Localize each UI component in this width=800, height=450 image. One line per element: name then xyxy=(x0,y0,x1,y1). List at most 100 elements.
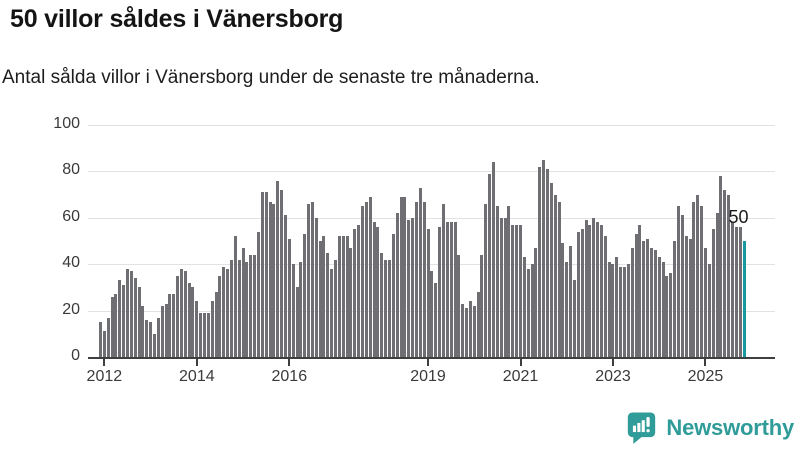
bar xyxy=(241,247,245,357)
bar xyxy=(688,238,692,357)
bar xyxy=(495,206,499,357)
bar xyxy=(650,247,654,357)
bar xyxy=(179,268,183,357)
bar xyxy=(738,227,742,357)
bar xyxy=(484,203,488,357)
bar xyxy=(623,266,627,357)
bar xyxy=(299,261,303,357)
bar xyxy=(638,224,642,357)
bar xyxy=(646,238,650,357)
bar xyxy=(503,217,507,357)
bar xyxy=(129,271,133,357)
bar xyxy=(384,259,388,357)
bar xyxy=(187,282,191,357)
latest-value-label: 50 xyxy=(728,207,749,227)
bar xyxy=(707,264,711,357)
y-axis-tick-label: 60 xyxy=(62,207,80,225)
bar xyxy=(634,234,638,357)
bar xyxy=(307,203,311,357)
bar xyxy=(233,236,237,357)
bar xyxy=(341,236,345,357)
bar xyxy=(322,236,326,357)
x-axis-tick-label: 2012 xyxy=(86,368,123,385)
x-axis-tick-label: 2016 xyxy=(271,368,308,385)
bar xyxy=(626,264,630,357)
bar xyxy=(391,234,395,357)
bar xyxy=(172,294,176,357)
bar xyxy=(434,282,438,357)
bar xyxy=(407,220,411,357)
bar xyxy=(160,305,164,357)
bar xyxy=(468,301,472,357)
bar xyxy=(168,294,172,357)
bar xyxy=(137,287,141,357)
gridline xyxy=(88,125,775,126)
bar xyxy=(488,173,492,357)
bar xyxy=(565,261,569,357)
bar xyxy=(599,224,603,357)
bar xyxy=(584,220,588,357)
bar xyxy=(511,224,515,357)
bar xyxy=(480,254,484,357)
bar xyxy=(657,257,661,357)
bar xyxy=(411,217,415,357)
bar xyxy=(461,303,465,357)
y-axis-tick-label: 0 xyxy=(71,347,80,364)
bar xyxy=(191,287,195,357)
x-axis-tick-label: 2014 xyxy=(179,368,215,385)
bar xyxy=(414,201,418,357)
bar xyxy=(680,215,684,357)
bar xyxy=(253,254,257,357)
bar xyxy=(465,308,469,357)
bar xyxy=(214,292,218,357)
x-axis-tick xyxy=(195,359,198,366)
x-axis-tick xyxy=(611,359,614,366)
y-axis-tick-label: 20 xyxy=(62,300,80,318)
bar xyxy=(715,213,719,357)
bar xyxy=(719,176,723,357)
bar xyxy=(522,257,526,357)
bar xyxy=(106,317,110,357)
bar xyxy=(330,268,334,357)
bar xyxy=(669,273,673,357)
bar xyxy=(403,196,407,357)
bar xyxy=(372,222,376,357)
bar xyxy=(314,217,318,357)
bar xyxy=(164,303,168,357)
bar xyxy=(696,194,700,357)
bar xyxy=(210,301,214,357)
bar xyxy=(418,187,422,357)
bar xyxy=(156,317,160,357)
bar xyxy=(538,166,542,357)
bar xyxy=(723,189,727,357)
bar xyxy=(303,234,307,357)
bar xyxy=(684,236,688,357)
bar xyxy=(615,257,619,357)
bar xyxy=(349,247,353,357)
newsworthy-logo: Newsworthy xyxy=(626,411,794,444)
bar xyxy=(576,231,580,357)
chart-subtitle: Antal sålda villor i Vänersborg under de… xyxy=(2,67,540,88)
bar xyxy=(572,280,576,357)
bar xyxy=(588,224,592,357)
x-axis-tick-label: 2025 xyxy=(687,368,724,385)
page-title: 50 villor såldes i Vänersborg xyxy=(10,5,344,33)
bar xyxy=(700,206,704,357)
bar xyxy=(526,268,530,357)
bar xyxy=(295,287,299,357)
bar xyxy=(676,206,680,357)
newsworthy-logo-icon xyxy=(626,411,657,444)
bar xyxy=(703,247,707,357)
bar xyxy=(499,217,503,357)
bar xyxy=(727,194,731,357)
bar xyxy=(449,222,453,357)
bar xyxy=(596,222,600,357)
bar xyxy=(395,213,399,357)
bar xyxy=(519,224,522,357)
bar xyxy=(357,224,361,357)
bar xyxy=(530,264,534,357)
bar xyxy=(230,259,233,357)
x-axis-tick xyxy=(288,359,291,366)
bar xyxy=(653,250,657,357)
